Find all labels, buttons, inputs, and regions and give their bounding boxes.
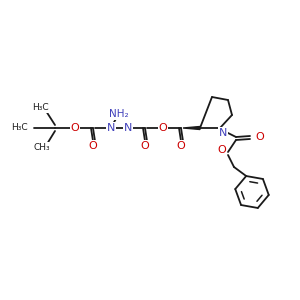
Text: CH₃: CH₃ <box>34 142 50 152</box>
Text: N: N <box>124 123 132 133</box>
Text: O: O <box>218 145 226 155</box>
Text: O: O <box>159 123 167 133</box>
Text: N: N <box>107 123 115 133</box>
Text: NH₂: NH₂ <box>109 109 129 119</box>
Polygon shape <box>183 127 200 130</box>
Text: O: O <box>88 141 98 151</box>
Text: O: O <box>255 132 264 142</box>
Text: N: N <box>219 128 227 138</box>
Text: H₃C: H₃C <box>32 103 48 112</box>
Text: O: O <box>177 141 185 151</box>
Text: O: O <box>70 123 80 133</box>
Text: H₃C: H₃C <box>11 124 28 133</box>
Text: O: O <box>141 141 149 151</box>
